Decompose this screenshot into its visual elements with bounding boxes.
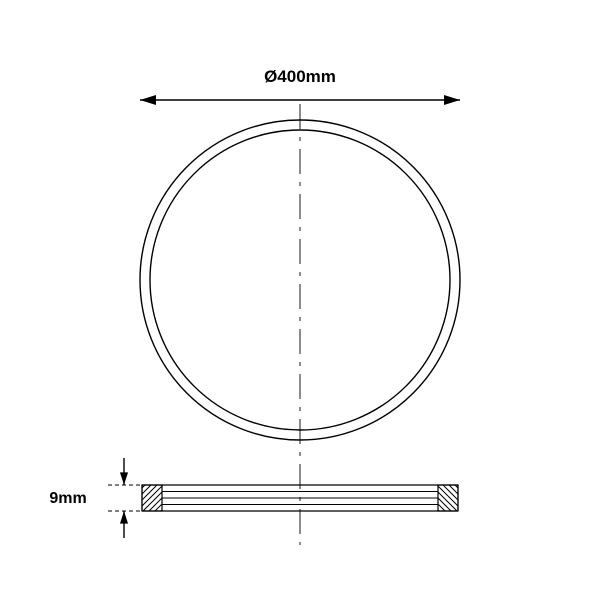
side-view-right-section [438, 485, 458, 511]
height-label: 9mm [49, 490, 86, 507]
arrowhead-down-icon [120, 472, 128, 485]
technical-drawing: Ø400mm 9mm [0, 0, 600, 600]
arrowhead-up-icon [120, 511, 128, 524]
arrowhead-left-icon [140, 95, 156, 105]
arrowhead-right-icon [444, 95, 460, 105]
side-view-left-section [142, 485, 162, 511]
diameter-label: Ø400mm [264, 67, 336, 86]
